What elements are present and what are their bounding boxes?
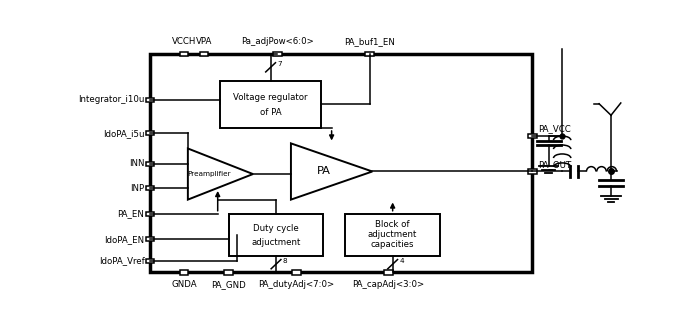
Text: Voltage regulator: Voltage regulator xyxy=(233,94,308,103)
Bar xyxy=(180,52,188,56)
Text: capacities: capacities xyxy=(371,240,414,249)
Bar xyxy=(384,271,393,275)
Text: VPA: VPA xyxy=(196,37,212,46)
Bar xyxy=(146,131,154,135)
Bar xyxy=(528,134,537,138)
Text: of PA: of PA xyxy=(260,108,281,117)
Bar xyxy=(528,169,537,174)
Text: PA: PA xyxy=(316,166,330,177)
Text: IdoPA_i5u: IdoPA_i5u xyxy=(103,128,144,138)
Text: 7: 7 xyxy=(277,61,281,67)
Bar xyxy=(146,259,154,263)
Bar xyxy=(180,271,188,275)
Text: GNDA: GNDA xyxy=(172,280,197,289)
Text: IdoPA_Vref: IdoPA_Vref xyxy=(99,256,144,266)
Text: adjuctment: adjuctment xyxy=(368,230,417,239)
Text: IdoPA_EN: IdoPA_EN xyxy=(104,235,144,244)
Text: Preamplifier: Preamplifier xyxy=(188,171,232,177)
Bar xyxy=(146,211,154,216)
Bar xyxy=(199,52,209,56)
Bar xyxy=(228,214,323,256)
Bar xyxy=(146,237,154,241)
Text: Duty cycle: Duty cycle xyxy=(253,224,299,233)
Text: PA_OUT: PA_OUT xyxy=(538,160,571,169)
Text: PA_VCC: PA_VCC xyxy=(538,124,570,133)
Bar xyxy=(292,271,301,275)
Bar xyxy=(146,186,154,190)
Text: Integrator_i10u: Integrator_i10u xyxy=(78,95,144,105)
Bar xyxy=(224,271,233,275)
Bar xyxy=(150,54,532,273)
Text: Block of: Block of xyxy=(375,220,410,229)
Bar xyxy=(365,52,374,56)
Text: INP: INP xyxy=(130,184,144,193)
Text: PA_capAdj<3:0>: PA_capAdj<3:0> xyxy=(353,280,425,289)
Text: PA_buf1_EN: PA_buf1_EN xyxy=(344,37,395,46)
Bar xyxy=(146,98,154,102)
Text: PA_EN: PA_EN xyxy=(118,209,144,218)
Bar xyxy=(220,81,321,128)
Text: INN: INN xyxy=(129,159,144,168)
Text: 4: 4 xyxy=(399,258,404,264)
Text: PA_dutyAdj<7:0>: PA_dutyAdj<7:0> xyxy=(258,280,335,289)
Bar xyxy=(273,52,281,56)
Bar xyxy=(146,162,154,166)
Text: adjuctment: adjuctment xyxy=(251,238,301,247)
Text: PA_GND: PA_GND xyxy=(211,280,246,289)
Bar xyxy=(345,214,440,256)
Text: 8: 8 xyxy=(283,258,287,264)
Text: VCCH: VCCH xyxy=(172,37,196,46)
Text: Pa_adjPow<6:0>: Pa_adjPow<6:0> xyxy=(241,37,314,46)
